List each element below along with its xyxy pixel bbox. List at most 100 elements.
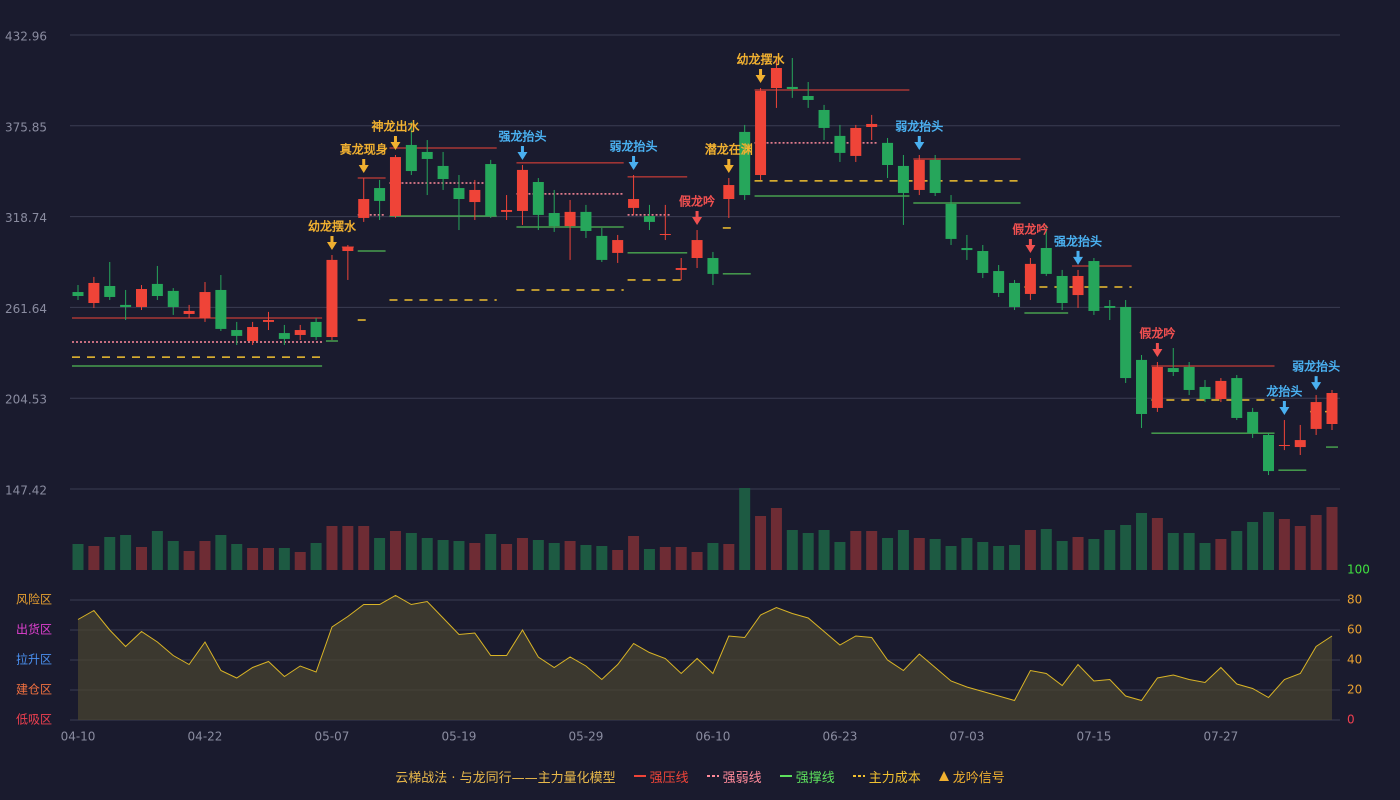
volume-bar: [628, 536, 640, 570]
oscillator-area: [78, 595, 1332, 720]
candle-body: [453, 188, 465, 200]
candle-body: [310, 321, 322, 338]
volume-bar: [262, 548, 274, 570]
candle-body: [421, 151, 433, 159]
candle-body: [405, 144, 417, 172]
volume-bar: [294, 552, 306, 570]
candle-body: [802, 95, 814, 100]
candle-body: [929, 159, 941, 193]
volume-bar: [723, 544, 735, 570]
candle-body: [151, 283, 163, 297]
candle-body: [628, 199, 640, 208]
volume-bar: [548, 543, 560, 570]
signal-label: 弱龙抬头: [1292, 359, 1340, 374]
volume-bar: [167, 541, 179, 570]
candle-body: [1231, 378, 1243, 418]
volume-bar: [310, 543, 322, 570]
candle-body: [1009, 282, 1021, 307]
volume-bar: [374, 538, 386, 570]
volume-bar: [120, 535, 132, 570]
signal-label: 幼龙摆水: [308, 218, 357, 233]
signal-label: 幼龙摆水: [737, 52, 786, 67]
volume-bar: [342, 526, 354, 570]
volume-bar: [389, 531, 401, 570]
volume-bar: [1247, 522, 1259, 570]
candle-body: [643, 216, 655, 222]
candle-body: [247, 327, 259, 342]
signal-arrow: [326, 235, 337, 250]
candle-body: [739, 131, 751, 196]
volume-bar: [834, 542, 846, 570]
candle-body: [278, 333, 290, 339]
volume-bar: [183, 551, 195, 570]
volume-bar: [897, 530, 909, 570]
volume-bar: [1199, 543, 1211, 570]
volume-bar: [770, 508, 782, 570]
signal-arrow: [1073, 250, 1084, 265]
candle-body: [818, 109, 830, 128]
volume-bar: [1231, 531, 1243, 570]
candle-body: [580, 211, 592, 231]
legend-caption: 云梯战法 · 与龙同行——主力量化模型: [395, 770, 616, 786]
candle-body: [675, 268, 687, 270]
candle-body: [294, 330, 306, 335]
volume-bar: [866, 531, 878, 570]
volume-bar: [247, 548, 259, 570]
volume-bar: [1310, 515, 1322, 570]
volume-bar: [850, 531, 862, 570]
volume-bar: [453, 541, 465, 570]
y-tick-label: 432.96: [5, 30, 47, 44]
volume-bar: [1326, 507, 1338, 570]
x-tick-label: 04-22: [188, 730, 223, 744]
candle-body: [374, 188, 386, 201]
candle-body: [1263, 434, 1275, 472]
candle-body: [262, 320, 274, 322]
candle-body: [1183, 366, 1195, 390]
y2-tick-label: 40: [1347, 653, 1362, 667]
volume-bar: [580, 545, 592, 570]
volume-bar: [1167, 533, 1179, 570]
x-tick-label: 05-29: [569, 730, 604, 744]
candle-body: [548, 213, 560, 227]
volume-bar: [1024, 530, 1036, 570]
x-tick-label: 06-23: [822, 730, 857, 744]
volume-bar: [151, 531, 163, 570]
volume-bar: [1151, 518, 1163, 570]
signal-arrow: [358, 159, 369, 174]
volume-bar: [929, 539, 941, 570]
candle-body: [1120, 306, 1132, 379]
y2-tick-label: 80: [1347, 593, 1362, 607]
volume-bar: [485, 534, 497, 570]
candle-body: [167, 290, 179, 307]
legend-swatch: [852, 775, 865, 777]
candle-body: [342, 247, 354, 252]
candle-body: [1056, 275, 1068, 304]
candle-body: [659, 234, 671, 236]
candle-body: [755, 90, 767, 176]
volume-bar: [977, 542, 989, 570]
volume-bar: [913, 538, 925, 570]
candle-body: [850, 127, 862, 156]
y-tick-label: 318.74: [5, 211, 47, 225]
volume-bar: [1263, 512, 1275, 570]
volume-bar: [469, 543, 481, 570]
candle-body: [945, 203, 957, 239]
volume-bar: [72, 544, 84, 570]
x-tick-label: 05-07: [315, 730, 350, 744]
candle-body: [834, 135, 846, 153]
y-tick-label: 204.53: [5, 393, 47, 407]
candle-body: [1278, 444, 1290, 446]
y2-tick-label: 20: [1347, 683, 1362, 697]
signal-arrow: [1152, 342, 1163, 357]
signal-arrow: [723, 159, 734, 174]
candle-body: [183, 310, 195, 314]
volume-bar: [278, 548, 290, 570]
legend: 云梯战法 · 与龙同行——主力量化模型 强压线 强弱线 强撑线 主力成本 龙吟信号: [0, 764, 1400, 788]
legend-swatch: [779, 775, 792, 777]
volume-bar: [1009, 545, 1021, 570]
volume-bar: [215, 535, 227, 570]
signal-label: 潜龙在渊: [705, 142, 753, 157]
y-tick-label: 261.64: [5, 302, 47, 316]
volume-bar: [596, 546, 608, 570]
